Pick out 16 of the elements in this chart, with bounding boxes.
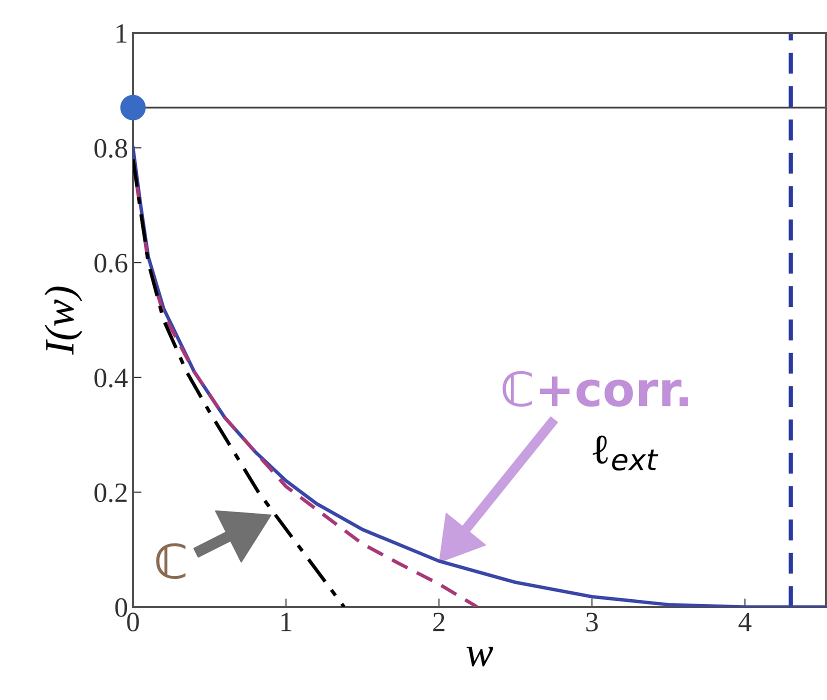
y-tick-label: 0.6 [94,254,128,273]
y-tick-label: 0.2 [94,483,127,502]
annotation: ℂ+corr. [502,371,688,407]
y-tick-label: 1 [116,24,126,43]
x-axis-title: w [466,646,494,666]
x-tick-label: 4 [738,612,752,632]
y-tick-label: 0.4 [94,368,128,388]
y-tick-label: 0.8 [94,138,128,158]
x-tick-label: 1 [281,612,292,632]
x-tick-label: 3 [586,612,598,632]
y-tick-label: 0 [115,598,128,617]
annotation: ℂ [156,543,186,579]
y-axis-title: I(w) [44,286,82,355]
annotation: ℓ$_{ext}$ [592,436,658,471]
line-series [133,158,346,607]
x-tick-label: 2 [433,612,444,632]
